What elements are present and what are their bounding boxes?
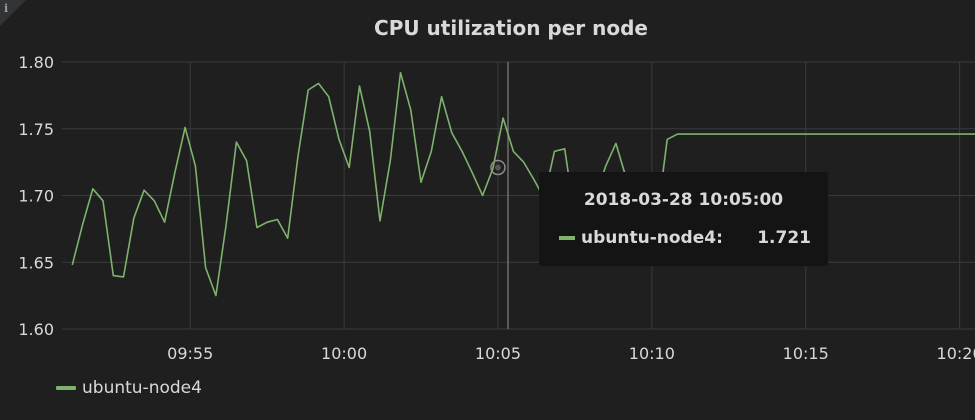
tooltip-row: ubuntu-node4: 1.721 [559, 228, 811, 248]
legend: ubuntu-node4 [56, 378, 202, 398]
tooltip-series-name: ubuntu-node4: [581, 228, 723, 248]
x-tick-label: 10:10 [629, 344, 675, 363]
y-tick-label: 1.75 [18, 120, 54, 139]
y-tick-label: 1.70 [18, 187, 54, 206]
y-tick-label: 1.80 [18, 53, 54, 72]
y-tick-label: 1.65 [18, 253, 54, 272]
y-tick-label: 1.60 [18, 320, 54, 339]
hover-tooltip: 2018-03-28 10:05:00 ubuntu-node4: 1.721 [539, 172, 828, 266]
panel-info-corner[interactable] [0, 0, 26, 26]
hover-point-ring [490, 159, 506, 176]
tooltip-swatch [559, 236, 575, 240]
legend-item-label[interactable]: ubuntu-node4 [82, 378, 202, 398]
series-line [71, 71, 975, 297]
x-tick-label: 09:55 [167, 344, 213, 363]
legend-swatch [56, 386, 76, 390]
x-tick-label: 10:15 [783, 344, 829, 363]
x-tick-label: 10:20 [937, 344, 975, 363]
info-icon[interactable]: i [4, 2, 9, 15]
tooltip-value: 1.721 [757, 228, 811, 248]
tooltip-time: 2018-03-28 10:05:00 [583, 190, 784, 210]
x-tick-label: 10:00 [321, 344, 367, 363]
hover-point-dot [494, 164, 501, 171]
x-tick-label: 10:05 [475, 344, 521, 363]
panel-title[interactable]: CPU utilization per node [374, 16, 648, 40]
